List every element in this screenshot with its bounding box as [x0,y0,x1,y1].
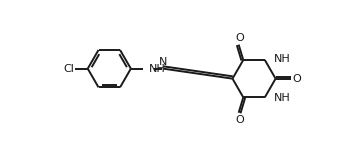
Text: O: O [235,33,244,43]
Text: Cl: Cl [63,64,74,74]
Text: O: O [235,115,244,125]
Text: NH: NH [274,54,291,64]
Text: O: O [293,74,302,84]
Text: NH: NH [274,93,291,103]
Text: NH: NH [148,64,165,74]
Text: N: N [159,57,167,67]
